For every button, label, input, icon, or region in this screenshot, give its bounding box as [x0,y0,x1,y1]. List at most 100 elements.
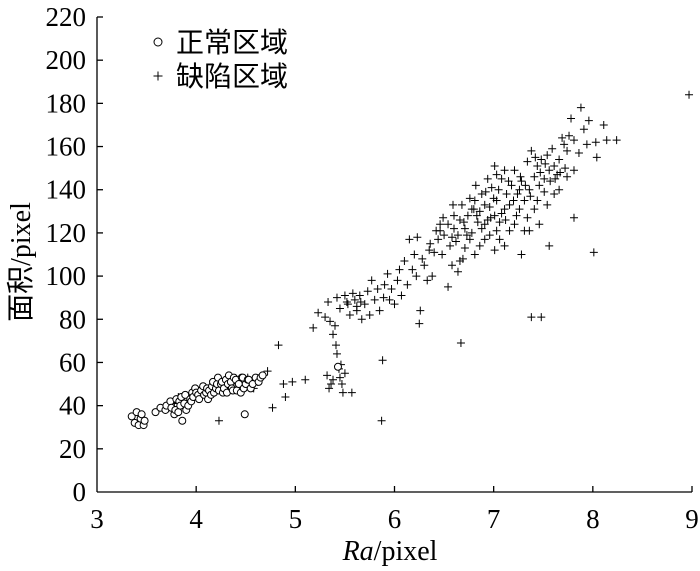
defect-point [471,181,480,190]
defect-point [385,295,394,304]
defect-point [337,380,346,389]
legend-label-defect: 缺陷区域 [176,61,288,93]
defect-point [543,151,552,160]
defect-point [450,224,458,233]
defect-point [426,239,435,248]
defect-point [428,272,437,281]
normal-point [181,390,190,399]
y-tick-label: 140 [46,175,87,205]
defect-point [425,246,434,255]
defect-point [350,295,359,304]
defect-point [378,356,387,365]
defect-point [561,164,570,173]
defect-point [501,215,510,224]
defect-point [569,136,578,145]
defect-point [457,200,466,209]
defect-point [335,304,344,313]
defect-point [332,293,341,302]
defect-point [537,313,546,322]
defect-point [327,380,336,389]
defect-point [367,276,376,285]
defect-point [537,155,546,164]
defect-point [348,289,357,298]
defect-point [395,265,404,274]
defect-point [418,254,427,263]
defect-point [495,218,504,227]
defect-point [494,185,503,194]
x-tick-label: 7 [487,504,501,534]
defect-point [451,237,460,246]
plot-area: 3 4 5 6 7 8 9 0 20 40 60 80 100 120 140 160 180 200 220 [46,2,699,534]
defect-point [517,177,526,186]
defect-point [423,276,432,285]
defect-point [525,226,534,235]
defect-point [591,138,600,147]
defect-point [527,146,536,155]
defect-point [356,298,365,306]
defect-point [525,185,534,194]
defect-point [446,241,455,250]
defect-point [582,140,591,149]
defect-point [500,166,509,175]
defect-point [347,388,356,397]
defect-point [477,190,486,199]
defect-point [329,330,338,339]
defect-point [569,166,578,175]
defect-point [490,211,499,220]
defect-point [335,373,344,382]
defect-point [343,300,352,309]
normal-point [151,408,160,417]
defect-point [345,310,354,319]
defect-point [440,231,449,240]
defect-point [574,149,583,158]
defect-point [450,211,458,220]
defect-point [563,146,572,155]
defect-point [460,244,469,253]
defect-point [602,136,611,145]
defect-point [329,375,338,384]
defect-point [360,300,369,309]
y-tick-label: 40 [59,391,86,421]
defect-point [550,161,559,170]
defect-point [281,393,290,401]
defect-point [397,291,406,300]
defect-point [507,181,516,190]
defect-point [357,315,366,324]
defect-point [535,181,544,190]
normal-point [140,416,149,425]
defect-point [592,153,601,162]
defect-point [477,224,486,233]
y-tick-label: 20 [59,434,86,464]
defect-point [548,144,557,153]
defect-point [321,313,330,322]
defect-point [513,190,522,199]
defect-point [599,120,608,129]
defect-point [274,341,283,350]
defect-point [325,384,334,393]
defect-point [438,250,447,259]
normal-point [240,410,249,419]
defect-point [420,261,429,270]
defect-point [379,293,388,302]
defect-point [377,416,386,425]
y-tick-label: 160 [46,132,87,162]
axis-tick-labels: 3 4 5 6 7 8 9 0 20 40 60 80 100 120 140 160 180 200 220 [46,2,699,534]
defect-point [567,114,576,123]
defect-point [324,298,333,306]
defect-point [331,321,339,330]
defect-point [459,218,468,227]
defect-point [413,233,422,242]
defect-point [314,308,323,317]
defect-point [387,285,396,294]
normal-point [174,408,183,417]
normal-series [127,362,342,430]
x-tick-label: 6 [388,504,402,534]
defect-point [545,241,554,250]
defect-point [550,190,559,199]
x-tick-label: 3 [90,504,104,534]
defect-point [540,174,549,183]
x-tick-label: 5 [289,504,303,534]
defect-point [492,226,501,235]
defect-point [504,177,513,186]
x-tick-label: 4 [189,504,203,534]
